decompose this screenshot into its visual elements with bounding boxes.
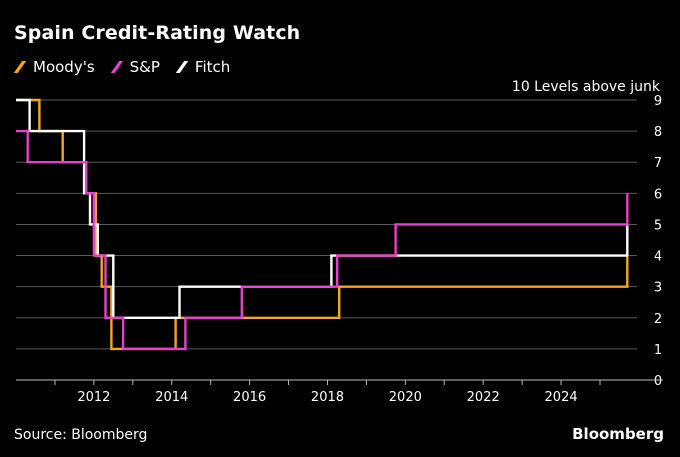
chart-title: Spain Credit-Rating Watch — [14, 22, 301, 44]
y-tick-label-1: 1 — [654, 343, 662, 358]
y-tick-label-3: 3 — [654, 281, 662, 296]
y-tick-label-5: 5 — [654, 218, 662, 233]
y-tick-label-2: 2 — [654, 312, 662, 327]
series-line-moodys — [16, 98, 629, 351]
x-tick-label-2020: 2020 — [389, 390, 422, 405]
legend-label-sp: S&P — [129, 58, 160, 76]
x-tick-label-2014: 2014 — [155, 390, 188, 405]
y-tick-label-0: 0 — [654, 374, 662, 389]
source-note: Source: Bloomberg — [14, 427, 148, 443]
legend-label-fitch: Fitch — [194, 58, 231, 76]
y-tick-label-6: 6 — [654, 187, 662, 202]
legend-item-moodys: Moody's — [13, 58, 95, 76]
x-tick-label-2024: 2024 — [545, 390, 578, 405]
x-tick-label-2012: 2012 — [77, 390, 110, 405]
y-tick-label-7: 7 — [654, 156, 662, 171]
y-tick-label-9: 9 — [654, 94, 662, 109]
x-tick-label-2016: 2016 — [233, 390, 266, 405]
legend-label-moodys: Moody's — [33, 58, 95, 76]
legend-item-sp: S&P — [110, 58, 160, 76]
x-tick-label-2018: 2018 — [311, 390, 344, 405]
legend-item-fitch: Fitch — [175, 58, 231, 76]
series-line-fitch — [16, 98, 629, 319]
y-axis-label: 10 Levels above junk — [511, 79, 660, 95]
legend: Moody's S&P Fitch — [13, 58, 231, 76]
y-tick-label-8: 8 — [654, 125, 662, 140]
y-tick-label-4: 4 — [654, 250, 662, 265]
series-line-sp — [16, 129, 629, 351]
x-tick-label-2022: 2022 — [467, 390, 500, 405]
bloomberg-logo: Bloomberg — [572, 425, 664, 443]
